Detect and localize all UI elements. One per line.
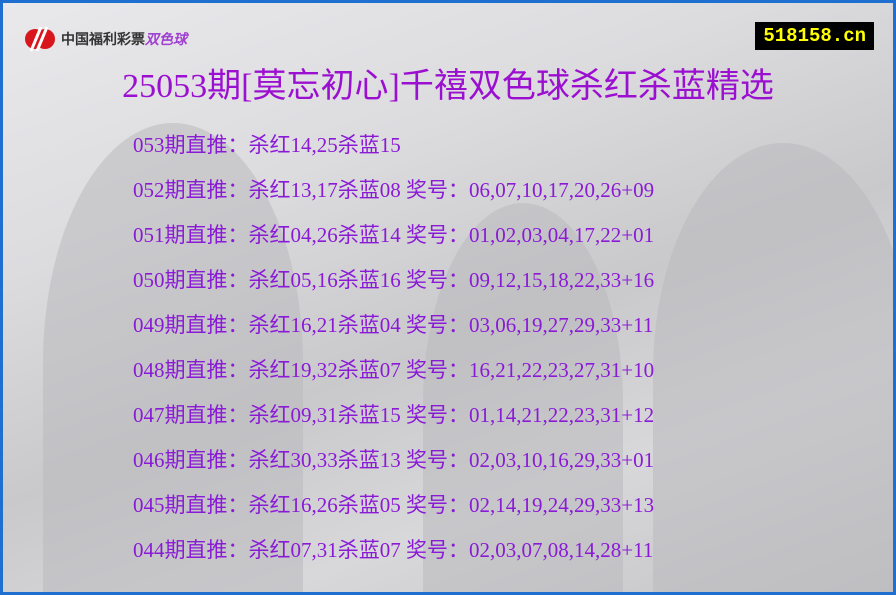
list-item: 051期直推：杀红04,26杀蓝14 奖号：01,02,03,04,17,22+… xyxy=(133,223,655,247)
list-item: 046期直推：杀红30,33杀蓝13 奖号：02,03,10,16,29,33+… xyxy=(133,448,655,472)
list-item: 053期直推：杀红14,25杀蓝15 xyxy=(133,133,401,157)
lottery-logo: 中国福利彩票双色球 xyxy=(23,25,187,53)
logo-game-text: 双色球 xyxy=(145,32,187,48)
background-mountain xyxy=(653,143,893,592)
list-item: 052期直推：杀红13,17杀蓝08 奖号：06,07,10,17,20,26+… xyxy=(133,178,655,202)
background-mountain xyxy=(423,203,623,592)
lottery-logo-icon xyxy=(23,25,57,53)
prediction-list: 053期直推：杀红14,25杀蓝15 052期直推：杀红13,17杀蓝08 奖号… xyxy=(133,129,654,579)
list-item: 050期直推：杀红05,16杀蓝16 奖号：09,12,15,18,22,33+… xyxy=(133,268,655,292)
list-item: 044期直推：杀红07,31杀蓝07 奖号：02,03,07,08,14,28+… xyxy=(133,538,654,562)
site-badge: 518158.cn xyxy=(755,22,874,50)
list-item: 045期直推：杀红16,26杀蓝05 奖号：02,14,19,24,29,33+… xyxy=(133,493,655,517)
list-item: 048期直推：杀红19,32杀蓝07 奖号：16,21,22,23,27,31+… xyxy=(133,358,655,382)
list-item: 049期直推：杀红16,21杀蓝04 奖号：03,06,19,27,29,33+… xyxy=(133,313,654,337)
list-item: 047期直推：杀红09,31杀蓝15 奖号：01,14,21,22,23,31+… xyxy=(133,403,655,427)
logo-text: 中国福利彩票 xyxy=(61,32,145,48)
page-title: 25053期[莫忘初心]千禧双色球杀红杀蓝精选 xyxy=(122,68,774,105)
background-mountain xyxy=(43,123,303,592)
